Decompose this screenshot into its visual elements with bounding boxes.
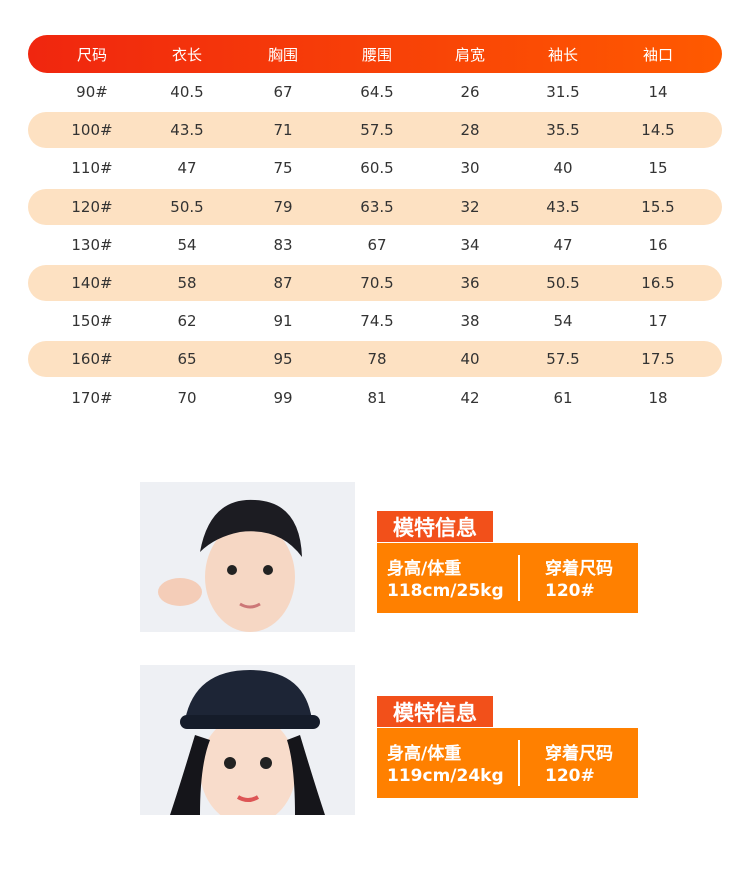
- table-cell: 83: [273, 235, 293, 254]
- table-cell: 87: [273, 274, 293, 292]
- table-cell: 38: [460, 312, 480, 331]
- table-cell: 63.5: [360, 197, 394, 216]
- table-row: 170# 70 99 81 42 61 18: [28, 380, 722, 416]
- table-row: 120# 50.5 79 63.5 32 43.5 15.5: [28, 188, 722, 225]
- table-cell: 28: [460, 121, 480, 140]
- table-cell: 40: [553, 159, 573, 178]
- table-cell: 170#: [71, 388, 113, 407]
- divider: [518, 740, 520, 786]
- header-cell: 肩宽: [454, 45, 485, 64]
- table-cell: 67: [367, 235, 387, 254]
- table-cell: 40.5: [170, 83, 204, 101]
- table-cell: 91: [273, 312, 293, 331]
- table-row: 140# 58 87 70.5 36 50.5 16.5: [28, 265, 722, 301]
- table-cell: 90#: [76, 83, 108, 101]
- table-cell: 75: [273, 159, 293, 178]
- table-cell: 57.5: [546, 350, 580, 369]
- table-cell: 32: [460, 197, 480, 216]
- table-cell: 65: [177, 350, 197, 369]
- table-cell: 47: [177, 159, 197, 178]
- label: 穿着尺码: [545, 744, 613, 764]
- model-photo: [140, 665, 355, 815]
- table-cell: 99: [273, 388, 293, 407]
- label: 穿着尺码: [545, 559, 613, 579]
- value: 120#: [545, 766, 595, 786]
- label: 身高/体重: [387, 559, 462, 579]
- table-cell: 64.5: [360, 83, 394, 101]
- table-cell: 74.5: [360, 312, 394, 331]
- table-cell: 62: [177, 312, 197, 331]
- table-cell: 70: [177, 388, 197, 407]
- table-cell: 35.5: [546, 121, 580, 140]
- table-cell: 16: [648, 235, 668, 254]
- table-cell: 78: [367, 350, 387, 369]
- table-cell: 31.5: [546, 83, 580, 101]
- table-row: 160# 65 95 78 40 57.5 17.5: [28, 341, 722, 378]
- table-cell: 71: [273, 121, 293, 140]
- table-cell: 14: [648, 83, 668, 101]
- table-cell: 67: [273, 83, 293, 101]
- table-cell: 95: [273, 350, 293, 369]
- value: 119cm/24kg: [387, 766, 504, 786]
- table-cell: 34: [460, 235, 480, 254]
- table-cell: 140#: [71, 274, 113, 292]
- value: 118cm/25kg: [387, 581, 504, 601]
- table-cell: 58: [177, 274, 197, 292]
- table-cell: 60.5: [360, 159, 394, 178]
- model-title: 模特信息: [377, 696, 493, 727]
- table-cell: 120#: [71, 197, 113, 216]
- table-cell: 100#: [71, 121, 113, 140]
- table-cell: 42: [460, 388, 480, 407]
- table-cell: 50.5: [546, 274, 580, 292]
- model-box: 身高/体重 118cm/25kg 穿着尺码 120#: [377, 543, 638, 613]
- table-row: 150# 62 91 74.5 38 54 17: [28, 303, 722, 339]
- table-cell: 150#: [71, 312, 113, 331]
- header-cell: 袖长: [547, 45, 578, 64]
- model-photo: [140, 482, 355, 632]
- header-cell: 胸围: [267, 45, 298, 64]
- table-cell: 36: [460, 274, 480, 292]
- table-cell: 50.5: [170, 197, 204, 216]
- table-cell: 15.5: [641, 197, 675, 216]
- table-cell: 160#: [71, 350, 113, 369]
- table-cell: 30: [460, 159, 480, 178]
- table-cell: 40: [460, 350, 480, 369]
- table-cell: 43.5: [170, 121, 204, 140]
- table-cell: 61: [553, 388, 573, 407]
- table-cell: 54: [553, 312, 573, 331]
- table-cell: 17: [648, 312, 668, 331]
- table-cell: 43.5: [546, 197, 580, 216]
- header-cell: 尺码: [76, 45, 107, 64]
- table-cell: 57.5: [360, 121, 394, 140]
- table-cell: 79: [273, 197, 293, 216]
- table-cell: 16.5: [641, 274, 675, 292]
- table-cell: 47: [553, 235, 573, 254]
- table-cell: 81: [367, 388, 387, 407]
- table-row: 100# 43.5 71 57.5 28 35.5 14.5: [28, 112, 722, 149]
- table-cell: 26: [460, 83, 480, 101]
- header-cell: 腰围: [361, 45, 392, 64]
- table-cell: 17.5: [641, 350, 675, 369]
- model-box: 身高/体重 119cm/24kg 穿着尺码 120#: [377, 728, 638, 798]
- table-row: 110# 47 75 60.5 30 40 15: [28, 150, 722, 186]
- table-cell: 14.5: [641, 121, 675, 140]
- table-row: 130# 54 83 67 34 47 16: [28, 227, 722, 263]
- table-cell: 18: [648, 388, 668, 407]
- table-cell: 70.5: [360, 274, 394, 292]
- value: 120#: [545, 581, 595, 601]
- model-title: 模特信息: [377, 511, 493, 542]
- table-cell: 15: [648, 159, 668, 178]
- table-row: 90# 40.5 67 64.5 26 31.5 14: [28, 74, 722, 110]
- header-cell: 袖口: [642, 45, 673, 64]
- table-cell: 130#: [71, 235, 113, 254]
- label: 身高/体重: [387, 744, 462, 764]
- header-cell: 衣长: [171, 45, 202, 64]
- divider: [518, 555, 520, 601]
- table-cell: 54: [177, 235, 197, 254]
- header-row: 尺码 衣长 胸围 腰围 肩宽 袖长 袖口: [28, 35, 722, 73]
- table-cell: 110#: [71, 159, 113, 178]
